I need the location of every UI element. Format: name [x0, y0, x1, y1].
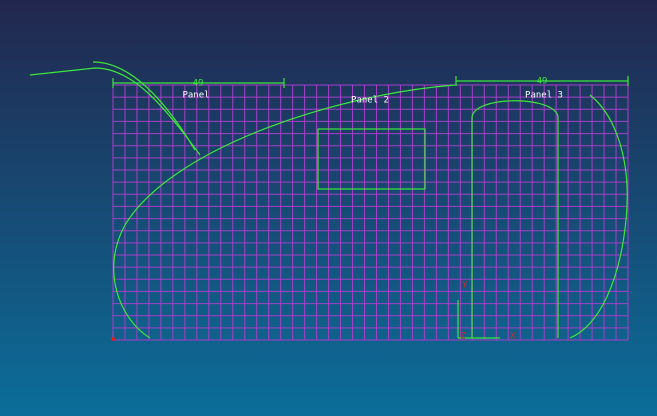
axis-label: Z: [460, 332, 466, 342]
geometry: [29, 61, 629, 339]
panel-label: Panel 2: [351, 96, 389, 106]
grid: [112, 84, 629, 341]
curve: [569, 94, 628, 339]
wire: [92, 61, 196, 151]
panel-label: Panel: [182, 91, 209, 101]
axis-label: Y: [462, 281, 468, 291]
panel-label: Panel 3: [525, 91, 563, 101]
rounded-rect: [471, 100, 559, 338]
curve: [113, 84, 456, 339]
origin: [111, 337, 115, 341]
dimension-label: 49: [193, 79, 204, 89]
rectangle: [317, 128, 426, 190]
axis-label: X: [510, 332, 516, 342]
dimension-label: 49: [537, 77, 548, 87]
